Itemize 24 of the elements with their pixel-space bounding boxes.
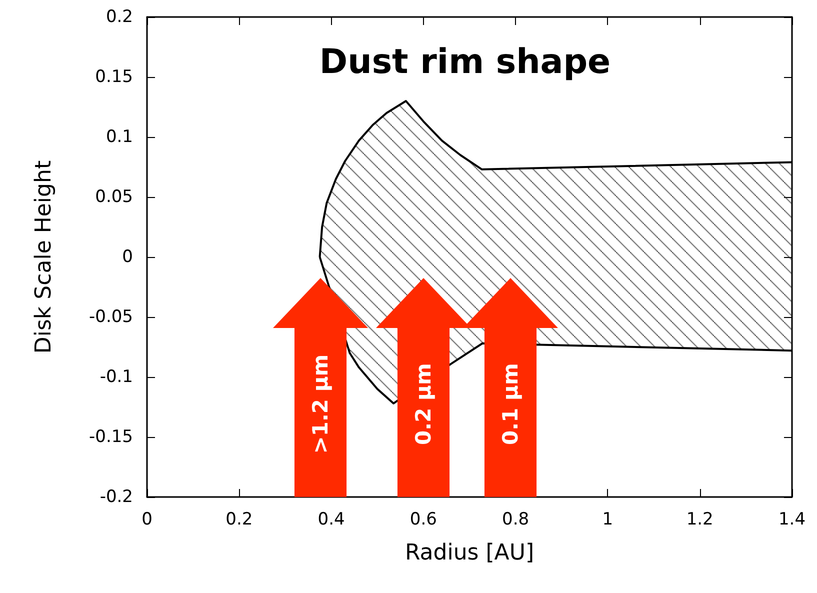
- x-tick-label: 0.6: [410, 510, 437, 530]
- annotation: >1.2 µm: [308, 354, 332, 454]
- y-tick-label: 0.1: [106, 127, 133, 147]
- y-tick-label: -0.15: [89, 427, 133, 447]
- x-tick-label: 1: [602, 510, 614, 530]
- y-tick-label: 0.2: [106, 7, 133, 27]
- annotation: 0.2 µm: [411, 363, 435, 445]
- x-axis-title: Radius [AU]: [404, 540, 534, 566]
- text: Dust rim shape: [319, 42, 611, 82]
- y-tick-label: -0.2: [100, 487, 133, 507]
- annotation: 0.1 µm: [498, 363, 522, 445]
- y-tick-label: 0.15: [95, 67, 133, 87]
- x-tick-label: 1.4: [778, 510, 806, 530]
- y-tick-label: 0.05: [95, 187, 133, 207]
- x-tick-label: 0.2: [226, 510, 253, 530]
- x-tick-label: 0.4: [318, 510, 345, 530]
- y-tick-label: -0.05: [89, 307, 133, 327]
- y-tick-label: 0: [122, 247, 133, 267]
- y-tick-label: -0.1: [100, 367, 133, 387]
- x-tick-label: 0.8: [502, 510, 530, 530]
- x-tick-label: 1.2: [686, 510, 714, 530]
- y-axis-title: Disk Scale Height: [32, 160, 56, 354]
- arrow-icon: >1.2 µm: [272, 278, 368, 497]
- x-tick-label: 0: [142, 510, 152, 530]
